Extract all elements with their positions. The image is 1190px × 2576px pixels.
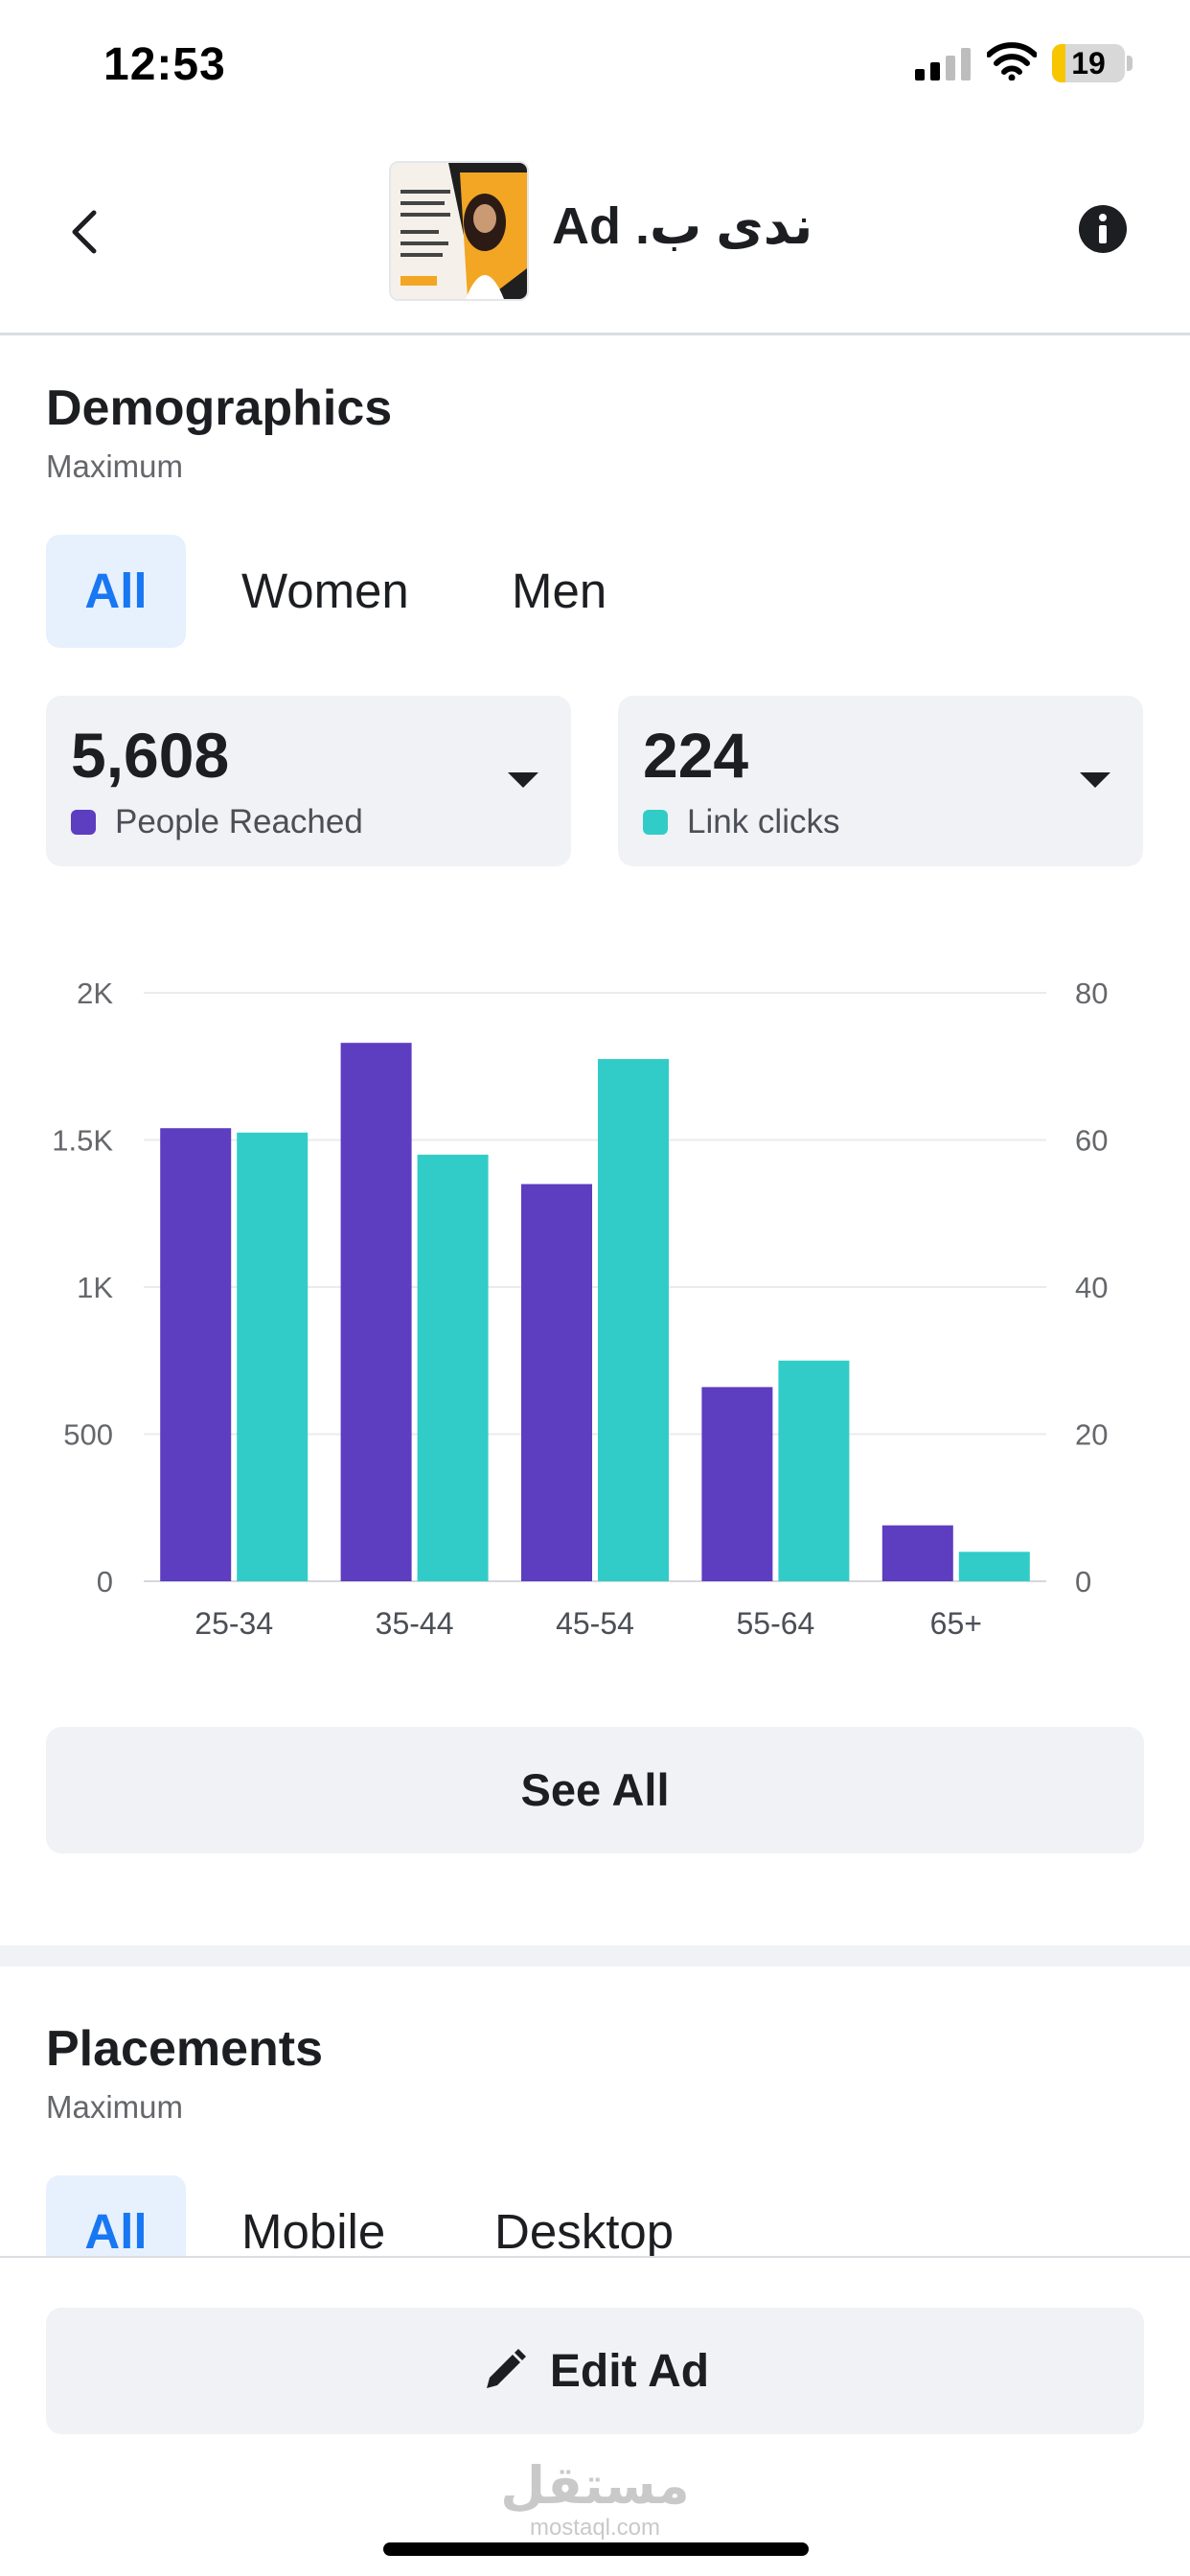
x-tick-label: 55-64	[736, 1606, 814, 1641]
bottom-action-bar: Edit Ad مستقل mostaql.com	[0, 2256, 1190, 2576]
page-title: ندى ب. Ad	[552, 197, 813, 255]
watermark-arabic: مستقل	[500, 2457, 690, 2515]
demographics-subtitle: Maximum	[46, 448, 184, 484]
placements-title: Placements	[46, 2021, 324, 2077]
status-bar: 12:53 19	[0, 0, 1190, 134]
y-left-tick-label: 500	[63, 1418, 113, 1452]
battery-level-text: 19	[1071, 46, 1106, 80]
y-right-tick-label: 40	[1075, 1271, 1108, 1304]
bar	[598, 1059, 669, 1581]
tab-women[interactable]: Women	[241, 564, 409, 618]
edit-ad-label: Edit Ad	[549, 2345, 710, 2397]
y-right-tick-label: 80	[1075, 977, 1108, 1010]
watermark-url: mostaql.com	[529, 2515, 661, 2541]
y-right-tick-label: 0	[1075, 1565, 1091, 1598]
x-tick-label: 35-44	[376, 1606, 454, 1641]
y-left-tick-label: 1.5K	[52, 1124, 113, 1158]
x-tick-label: 25-34	[195, 1606, 273, 1641]
metric-label: Link clicks	[687, 803, 840, 840]
bar	[778, 1360, 850, 1581]
battery-fill	[1052, 44, 1066, 82]
bar	[881, 1525, 953, 1581]
demographics-title: Demographics	[46, 380, 393, 436]
bar	[340, 1043, 412, 1581]
battery-icon: 19	[1052, 44, 1125, 82]
x-tick-label: 45-54	[556, 1606, 634, 1641]
bar	[237, 1132, 309, 1581]
watermark: مستقل mostaql.com	[0, 2457, 1190, 2542]
metric-value: 224	[643, 720, 749, 791]
y-right-tick-label: 60	[1075, 1124, 1108, 1158]
metric-card-link-clicks[interactable]: 224 Link clicks	[618, 696, 1143, 866]
placements-subtitle: Maximum	[46, 2089, 184, 2125]
ad-thumbnail-image	[391, 163, 527, 299]
legend-swatch	[643, 810, 668, 835]
wifi-icon	[987, 42, 1037, 80]
chevron-left-icon[interactable]	[57, 203, 115, 261]
legend-swatch	[71, 810, 96, 835]
bar	[958, 1552, 1030, 1581]
cellular-signal-icon	[915, 48, 971, 80]
bar	[521, 1184, 592, 1581]
y-left-tick-label: 0	[97, 1565, 113, 1598]
edit-ad-button[interactable]: Edit Ad	[46, 2308, 1144, 2434]
see-all-button[interactable]: See All	[46, 1727, 1144, 1853]
ad-thumbnail	[389, 161, 529, 301]
battery-tip	[1127, 56, 1133, 71]
x-tick-label: 65+	[930, 1606, 982, 1641]
info-icon[interactable]	[1077, 203, 1129, 255]
bar	[701, 1387, 773, 1581]
bar	[417, 1154, 489, 1581]
page-header: ندى ب. Ad	[0, 134, 1190, 335]
age-bar-chart: 0 500 1K 1.5K 2K 0 20 40 60 80 25-34 35-44 45-54 55-6…	[52, 977, 1108, 1641]
metric-label: People Reached	[115, 803, 363, 840]
metric-card-people-reached[interactable]: 5,608 People Reached	[46, 696, 571, 866]
placements-tab-mobile[interactable]: Mobile	[241, 2204, 386, 2259]
bar	[160, 1128, 232, 1581]
y-left-tick-label: 2K	[77, 977, 113, 1010]
y-left-tick-label: 1K	[77, 1271, 113, 1304]
placements-tab-desktop[interactable]: Desktop	[494, 2204, 675, 2259]
metric-value: 5,608	[71, 720, 230, 791]
pencil-icon	[486, 2349, 526, 2388]
y-right-tick-label: 20	[1075, 1418, 1108, 1452]
tab-all[interactable]: All	[46, 535, 186, 648]
edit-ad-button-content: Edit Ad	[46, 2308, 1144, 2434]
section-divider	[0, 1945, 1190, 1966]
caret-down-icon[interactable]	[1080, 772, 1110, 788]
home-indicator	[383, 2542, 809, 2556]
status-time: 12:53	[103, 39, 226, 90]
caret-down-icon[interactable]	[508, 772, 538, 788]
tab-men[interactable]: Men	[512, 564, 607, 618]
